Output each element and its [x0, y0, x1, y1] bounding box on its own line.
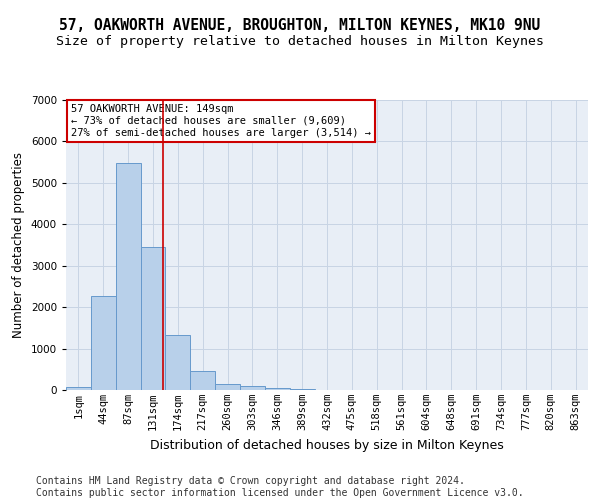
- Bar: [116, 163, 140, 390]
- Text: 57, OAKWORTH AVENUE, BROUGHTON, MILTON KEYNES, MK10 9NU: 57, OAKWORTH AVENUE, BROUGHTON, MILTON K…: [59, 18, 541, 32]
- X-axis label: Distribution of detached houses by size in Milton Keynes: Distribution of detached houses by size …: [150, 438, 504, 452]
- Bar: [66, 387, 91, 390]
- Bar: [265, 388, 290, 390]
- Bar: [140, 247, 166, 390]
- Text: Size of property relative to detached houses in Milton Keynes: Size of property relative to detached ho…: [56, 35, 544, 48]
- Text: 57 OAKWORTH AVENUE: 149sqm
← 73% of detached houses are smaller (9,609)
27% of s: 57 OAKWORTH AVENUE: 149sqm ← 73% of deta…: [71, 104, 371, 138]
- Text: Contains HM Land Registry data © Crown copyright and database right 2024.
Contai: Contains HM Land Registry data © Crown c…: [36, 476, 524, 498]
- Bar: [166, 336, 190, 390]
- Bar: [190, 370, 215, 390]
- Bar: [91, 296, 116, 390]
- Y-axis label: Number of detached properties: Number of detached properties: [12, 152, 25, 338]
- Bar: [290, 389, 314, 390]
- Bar: [215, 384, 240, 390]
- Bar: [240, 386, 265, 390]
